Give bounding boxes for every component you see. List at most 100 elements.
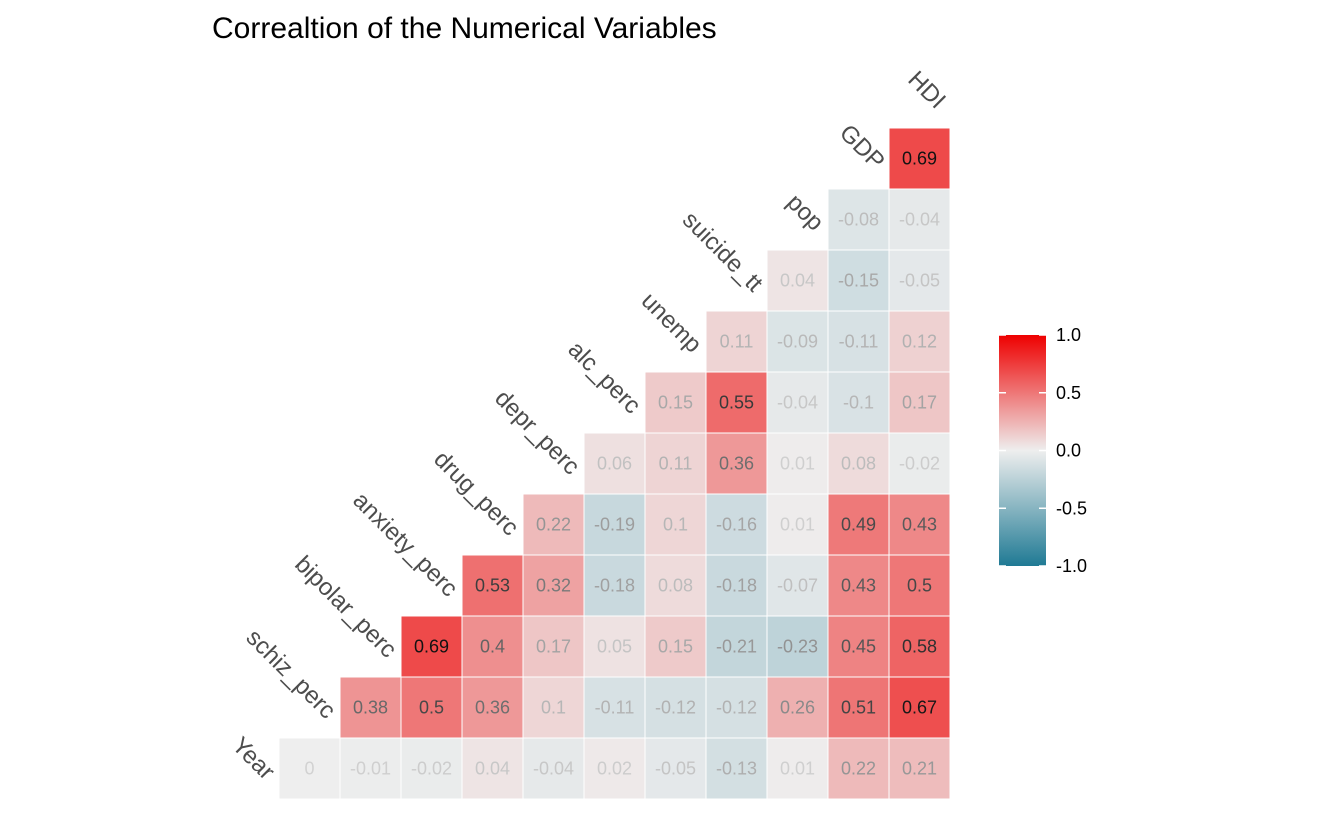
heatmap-cell	[278, 737, 341, 800]
legend-tick-label: -1.0	[1056, 556, 1087, 576]
heatmap-cell	[705, 676, 768, 739]
heatmap-cell	[705, 432, 768, 495]
heatmap-cell	[705, 615, 768, 678]
heatmap-cell	[583, 737, 646, 800]
variable-label: anxiety_perc	[348, 487, 463, 602]
legend-tick-label: -0.5	[1056, 498, 1087, 518]
variable-label: drug_perc	[428, 446, 524, 542]
heatmap-cell	[888, 615, 951, 678]
variable-label: suicide_tt	[677, 206, 768, 297]
cell-value-label: -0.15	[838, 271, 879, 291]
heatmap-cell	[461, 615, 524, 678]
cell-value-label: -0.07	[777, 576, 818, 596]
variable-label: HDI	[903, 66, 951, 114]
heatmap-cell	[705, 371, 768, 434]
cell-value-label: 0.02	[597, 759, 632, 779]
cell-value-label: -0.11	[595, 698, 635, 718]
cell-value-label: -0.04	[533, 759, 574, 779]
cell-value-label: 0.12	[902, 332, 937, 352]
heatmap-cell	[400, 615, 463, 678]
cell-value-label: 0.05	[597, 637, 632, 657]
heatmap-cell	[766, 676, 829, 739]
cell-value-label: -0.04	[899, 210, 940, 230]
heatmap-cell	[583, 493, 646, 556]
heatmap-cell	[339, 676, 402, 739]
cell-value-label: -0.18	[594, 576, 635, 596]
color-legend: 1.0 0.5 0.0 -0.5 -1.0	[999, 325, 1087, 576]
cell-value-label: 0.15	[658, 637, 693, 657]
cell-value-label: 0.4	[480, 637, 505, 657]
heatmap-cell	[522, 493, 585, 556]
cell-value-label: -0.1	[843, 393, 874, 413]
variable-label: depr_perc	[489, 385, 585, 481]
heatmap-cell	[583, 615, 646, 678]
chart-title: Correaltion of the Numerical Variables	[212, 12, 717, 45]
cell-value-label: 0.36	[719, 454, 754, 474]
heatmap-cell	[705, 554, 768, 617]
heatmap-cell	[583, 432, 646, 495]
heatmap-cell	[705, 737, 768, 800]
heatmap-cell	[888, 249, 951, 312]
cell-value-label: 0.51	[841, 698, 876, 718]
cell-value-label: -0.05	[655, 759, 696, 779]
cell-value-label: 0.17	[536, 637, 571, 657]
cell-value-label: -0.13	[716, 759, 757, 779]
heatmap-cell	[827, 737, 890, 800]
heatmap-cell	[766, 310, 829, 373]
heatmap-cell	[766, 249, 829, 312]
cell-value-label: -0.02	[899, 454, 940, 474]
cell-value-label: 0.08	[841, 454, 876, 474]
cell-value-label: 0.1	[541, 698, 566, 718]
cell-value-label: 0.69	[902, 149, 937, 169]
cell-value-label: -0.04	[777, 393, 818, 413]
heatmap-cell	[827, 371, 890, 434]
heatmap-cell	[827, 432, 890, 495]
cell-value-label: -0.09	[777, 332, 818, 352]
heatmap-cell	[644, 554, 707, 617]
legend-tick-label: 0.5	[1056, 383, 1081, 403]
heatmap-cell	[888, 310, 951, 373]
cell-value-label: 0.04	[780, 271, 815, 291]
cell-value-label: 0.17	[902, 393, 937, 413]
cell-value-label: -0.12	[716, 698, 757, 718]
heatmap-cell	[461, 554, 524, 617]
cell-value-label: 0.21	[902, 759, 937, 779]
cell-value-label: -0.12	[655, 698, 696, 718]
cell-value-label: 0	[304, 759, 314, 779]
heatmap-cell	[827, 188, 890, 251]
heatmap-cell	[644, 432, 707, 495]
cell-value-label: 0.11	[659, 454, 693, 474]
cell-value-label: 0.5	[419, 698, 444, 718]
cell-value-label: 0.49	[841, 515, 876, 535]
heatmap-cell	[705, 493, 768, 556]
variable-label: alc_perc	[563, 336, 646, 419]
heatmap-cell	[766, 737, 829, 800]
cell-value-label: 0.58	[902, 637, 937, 657]
cell-value-label: 0.38	[353, 698, 388, 718]
heatmap-cell	[339, 737, 402, 800]
cell-value-label: -0.01	[350, 759, 391, 779]
cell-value-label: 0.22	[536, 515, 571, 535]
heatmap-cell	[888, 188, 951, 251]
cell-value-label: -0.18	[716, 576, 757, 596]
cell-value-label: -0.16	[716, 515, 757, 535]
cell-value-label: 0.43	[902, 515, 937, 535]
cell-value-label: 0.69	[414, 637, 449, 657]
cell-value-label: 0.26	[780, 698, 815, 718]
heatmap-cell	[522, 737, 585, 800]
cell-value-label: -0.08	[838, 210, 879, 230]
variable-label: Year	[226, 732, 279, 785]
legend-tick-label: 1.0	[1056, 325, 1081, 345]
heatmap-cell	[827, 615, 890, 678]
cell-value-label: 0.08	[658, 576, 693, 596]
cell-value-label: -0.19	[594, 515, 635, 535]
cell-value-label: 0.36	[475, 698, 510, 718]
variable-label: unemp	[636, 287, 707, 358]
cell-value-label: 0.1	[663, 515, 688, 535]
heatmap-cell	[827, 249, 890, 312]
cell-value-label: 0.32	[536, 576, 571, 596]
cell-value-label: 0.06	[597, 454, 632, 474]
cell-value-label: 0.22	[841, 759, 876, 779]
heatmap-cell	[766, 615, 829, 678]
